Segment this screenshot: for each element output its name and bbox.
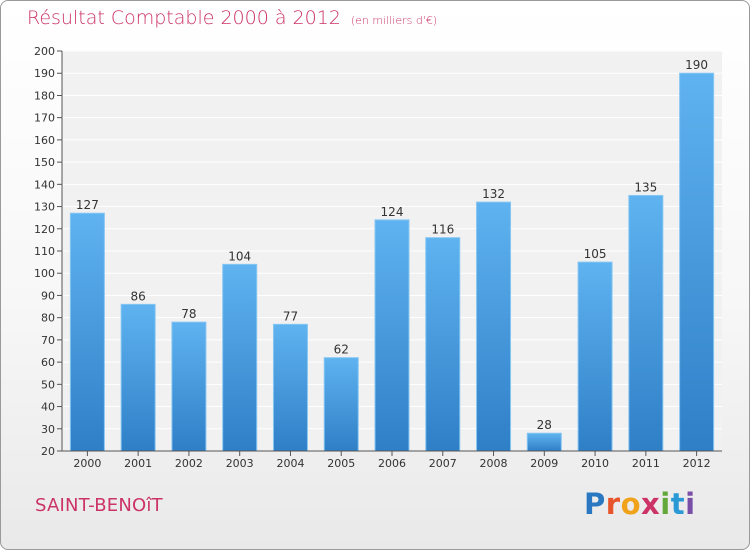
- y-tick-label: 130: [34, 201, 55, 214]
- y-axis: 20 30 40 50 60 70 80 90 100 110 120 130 140 150 160 170…: [34, 45, 63, 458]
- x-tick-label: 2002: [175, 457, 203, 470]
- y-tick-label: 100: [34, 267, 55, 280]
- bar-2006: [374, 219, 410, 452]
- bar-2004: [272, 323, 308, 452]
- chart-title-text: Résultat Comptable 2000 à 2012: [27, 7, 341, 29]
- bar-2010: [577, 261, 613, 452]
- y-tick-label: 180: [34, 89, 55, 102]
- y-tick-label: 190: [34, 67, 55, 80]
- bar-value-label: 127: [76, 198, 99, 212]
- x-tick-label: 2003: [226, 457, 254, 470]
- bar-value-label: 78: [181, 307, 196, 321]
- bar-value-label: 190: [685, 58, 708, 72]
- logo-letter: t: [670, 487, 686, 521]
- bar-2003: [222, 263, 258, 452]
- y-tick-label: 70: [41, 334, 55, 347]
- x-tick-label: 2004: [276, 457, 304, 470]
- bar-value-label: 62: [334, 343, 349, 357]
- x-tick-label: 2006: [378, 457, 406, 470]
- y-tick-label: 120: [34, 223, 55, 236]
- y-tick-label: 60: [41, 356, 55, 369]
- x-axis: 2000 2001 2002 2003 2004 2005 2006 2007 2008 2009…: [62, 450, 722, 470]
- proxiti-logo: Proxiti: [584, 487, 696, 521]
- y-tick-label: 40: [41, 401, 55, 414]
- bar-2001: [120, 303, 156, 452]
- x-tick-label: 2000: [73, 457, 101, 470]
- x-tick-label: 2008: [480, 457, 508, 470]
- logo-letter: P: [584, 487, 606, 521]
- bar-value-label: 28: [537, 418, 552, 432]
- y-tick-label: 160: [34, 134, 55, 147]
- x-tick-label: 2012: [683, 457, 711, 470]
- x-tick-label: 2005: [327, 457, 355, 470]
- bar-2005: [323, 357, 359, 452]
- y-tick-label: 170: [34, 112, 55, 125]
- x-tick-label: 2009: [530, 457, 558, 470]
- y-tick-label: 30: [41, 423, 55, 436]
- bar-value-label: 135: [634, 180, 657, 194]
- bars: 127 86 78 104 77 62 124 116 132 28 105 135 190: [69, 58, 715, 452]
- y-tick-label: 200: [34, 45, 55, 58]
- bar-value-label: 116: [431, 223, 454, 237]
- bar-2008: [476, 201, 512, 452]
- bar-value-label: 132: [482, 187, 505, 201]
- y-tick-label: 140: [34, 178, 55, 191]
- bar-2009: [526, 432, 562, 452]
- y-tick-label: 90: [41, 289, 55, 302]
- bar-value-label: 104: [228, 249, 251, 263]
- logo-letter: i: [660, 487, 671, 521]
- bar-value-label: 105: [584, 247, 607, 261]
- bar-2012: [679, 72, 715, 452]
- commune-name: SAINT-BENOîT: [35, 495, 163, 516]
- y-tick-label: 110: [34, 245, 55, 258]
- y-tick-label: 80: [41, 312, 55, 325]
- x-tick-label: 2011: [632, 457, 660, 470]
- logo-letter: r: [605, 487, 621, 521]
- logo-letter: x: [641, 487, 661, 521]
- y-tick-label: 150: [34, 156, 55, 169]
- x-tick-label: 2010: [581, 457, 609, 470]
- x-tick-label: 2007: [429, 457, 457, 470]
- bar-2002: [171, 321, 207, 452]
- logo-letter: i: [685, 487, 696, 521]
- bar-value-label: 77: [283, 309, 298, 323]
- y-tick-label: 50: [41, 378, 55, 391]
- bar-2000: [69, 212, 105, 452]
- logo-letter: o: [620, 487, 642, 521]
- chart-title: Résultat Comptable 2000 à 2012 (en millie…: [27, 7, 437, 29]
- chart-unit: (en milliers d'€): [350, 14, 438, 27]
- y-tick-label: 20: [41, 445, 55, 458]
- bar-value-label: 124: [381, 205, 404, 219]
- bar-2007: [425, 237, 461, 452]
- x-tick-label: 2001: [124, 457, 152, 470]
- bar-2011: [628, 194, 664, 452]
- bar-value-label: 86: [131, 289, 146, 303]
